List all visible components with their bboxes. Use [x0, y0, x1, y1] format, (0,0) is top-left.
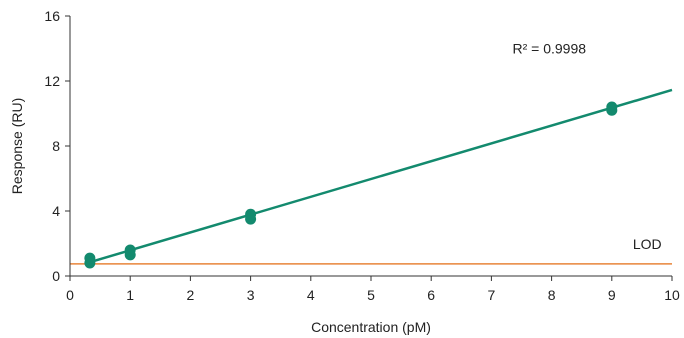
y-tick-label: 12 [44, 73, 60, 89]
lod-label: LOD [633, 236, 662, 252]
x-tick-label: 9 [608, 287, 616, 303]
data-point [245, 213, 257, 225]
x-tick-label: 7 [488, 287, 496, 303]
r-squared-annotation: R² = 0.9998 [512, 40, 586, 56]
x-tick-label: 0 [66, 287, 74, 303]
x-tick-label: 10 [664, 287, 680, 303]
y-tick-label: 16 [44, 8, 60, 24]
x-tick-label: 1 [126, 287, 134, 303]
x-tick-label: 6 [427, 287, 435, 303]
x-tick-label: 8 [548, 287, 556, 303]
x-tick-label: 3 [247, 287, 255, 303]
x-tick-label: 4 [307, 287, 315, 303]
data-point [84, 257, 96, 269]
x-axis-title: Concentration (pM) [311, 319, 431, 335]
y-tick-label: 0 [52, 268, 60, 284]
y-tick-label: 8 [52, 138, 60, 154]
y-tick-label: 4 [52, 203, 60, 219]
y-axis-title: Response (RU) [9, 98, 25, 194]
data-point [606, 104, 618, 116]
data-point [124, 249, 136, 261]
x-tick-label: 2 [187, 287, 195, 303]
plot-area [70, 88, 673, 269]
fit-line [89, 88, 673, 264]
x-tick-label: 5 [367, 287, 375, 303]
